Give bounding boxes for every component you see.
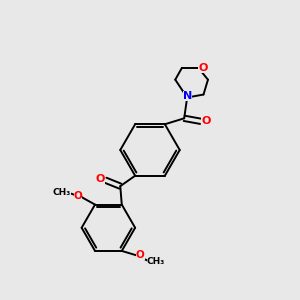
Text: O: O <box>136 250 145 260</box>
Text: O: O <box>95 174 105 184</box>
Text: CH₃: CH₃ <box>52 188 71 197</box>
Text: N: N <box>182 91 192 101</box>
Text: CH₃: CH₃ <box>146 257 165 266</box>
Text: O: O <box>74 191 82 201</box>
Text: O: O <box>198 63 207 73</box>
Text: O: O <box>201 116 211 126</box>
